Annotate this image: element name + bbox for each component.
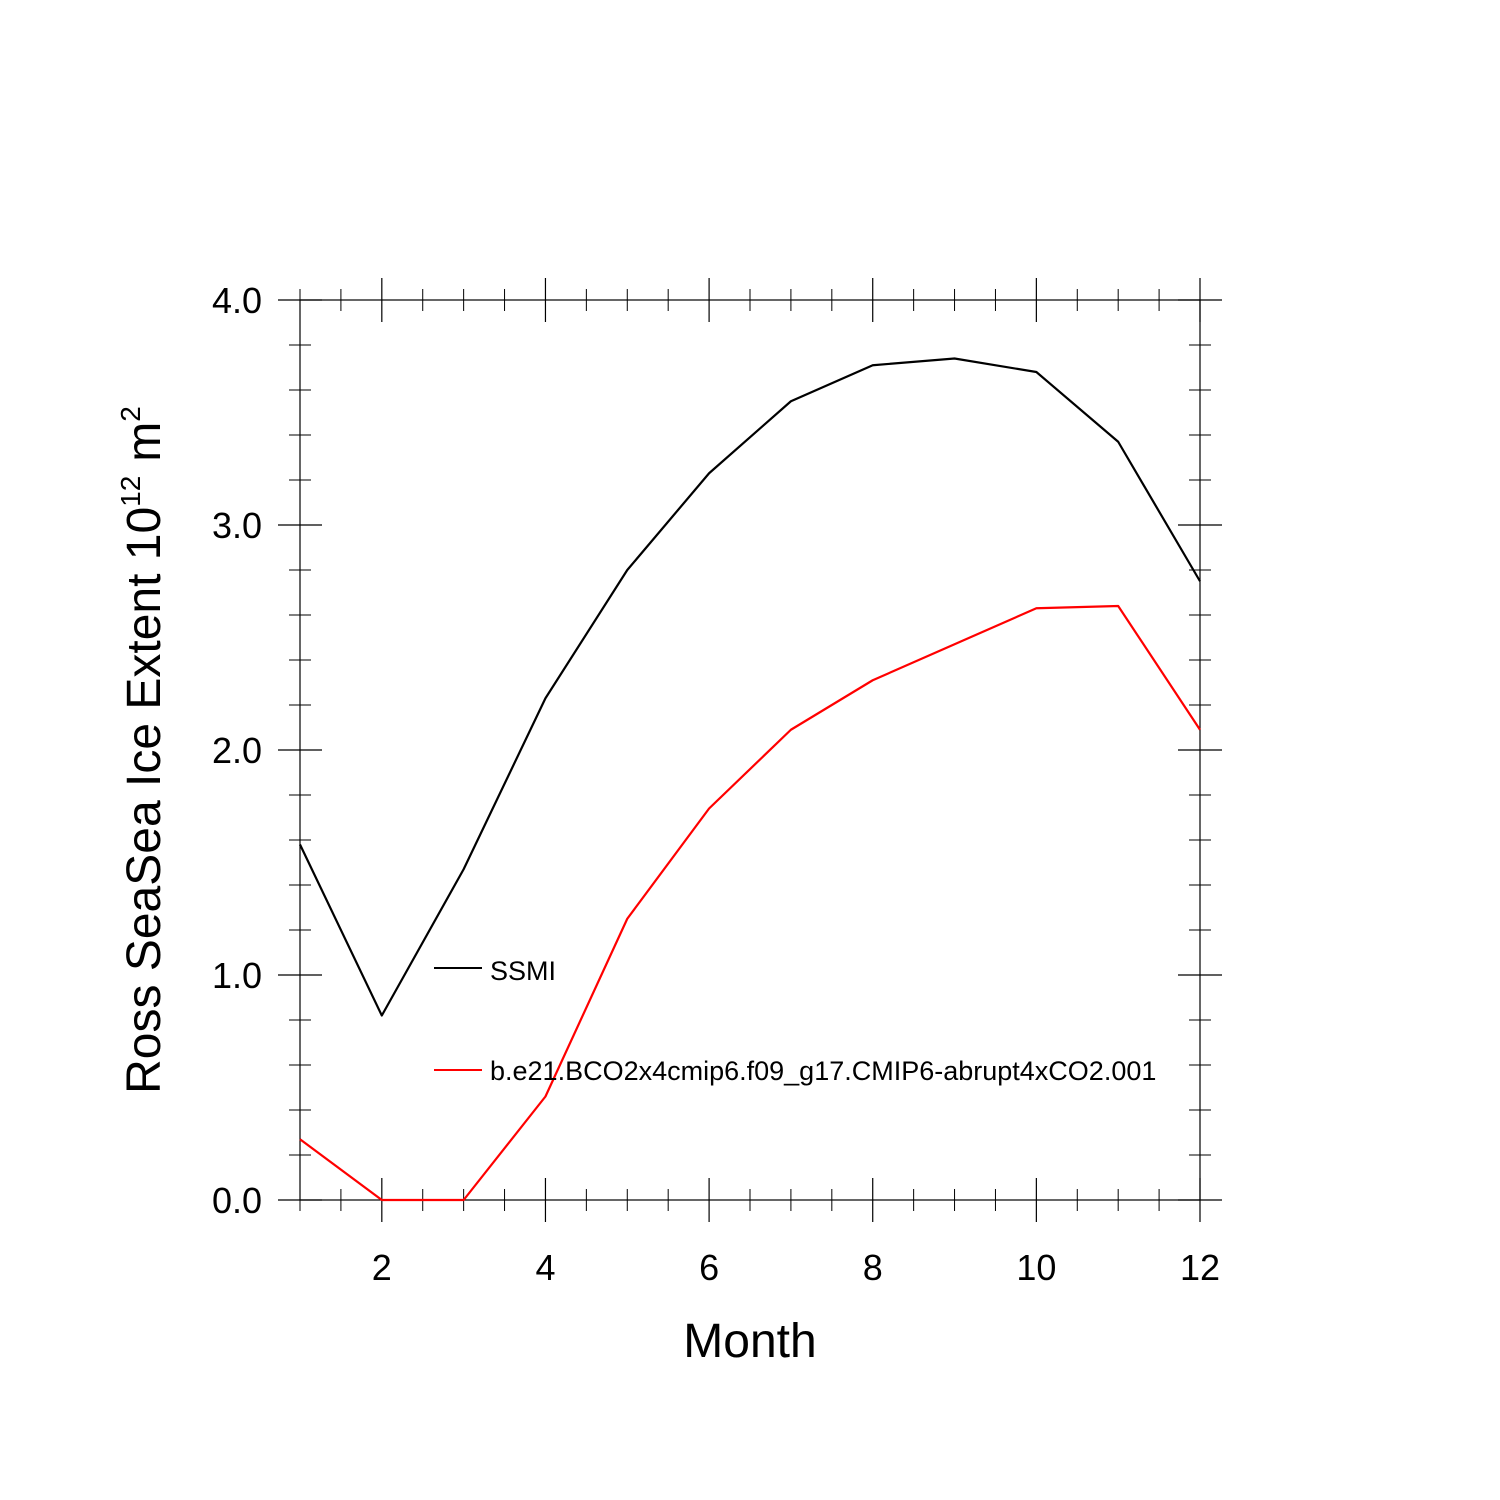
- y-tick-label: 2.0: [212, 730, 262, 771]
- series-line-ssmi: [299, 357, 1201, 1017]
- x-tick-labels: 2 4 6 8 10 12: [372, 1247, 1220, 1288]
- y-tick-label: 0.0: [212, 1180, 262, 1221]
- x-tick-label: 6: [699, 1247, 719, 1288]
- y-axis-title-unit-exponent: 2: [115, 406, 146, 422]
- x-tick-label: 4: [535, 1247, 555, 1288]
- x-tick-label: 10: [1016, 1247, 1056, 1288]
- y-tick-label: 4.0: [212, 280, 262, 321]
- x-tick-label: 2: [372, 1247, 392, 1288]
- series-layer: [299, 357, 1201, 1202]
- legend-label-ssmi: SSMI: [490, 956, 556, 986]
- x-tick-label: 8: [863, 1247, 883, 1288]
- legend-label-model: b.e21.BCO2x4cmip6.f09_g17.CMIP6-abrupt4x…: [490, 1056, 1156, 1086]
- x-axis-title: Month: [683, 1315, 816, 1368]
- y-tick-label: 3.0: [212, 505, 262, 546]
- x-tick-label: 12: [1180, 1247, 1220, 1288]
- series-line-model: [299, 604, 1201, 1202]
- y-tick-label: 1.0: [212, 955, 262, 996]
- plot-frame: [299, 299, 1201, 1201]
- legend: SSMI b.e21.BCO2x4cmip6.f09_g17.CMIP6-abr…: [434, 956, 1156, 1086]
- y-axis-title-unit: m: [118, 422, 171, 462]
- y-axis-title-text: Ross SeaSea Ice Extent 10: [118, 507, 171, 1094]
- y-axis-title-exponent: 12: [115, 476, 146, 507]
- y-tick-labels: 0.0 1.0 2.0 3.0 4.0: [212, 280, 262, 1221]
- y-axis-title: Ross SeaSea Ice Extent 1012 m2: [115, 406, 171, 1094]
